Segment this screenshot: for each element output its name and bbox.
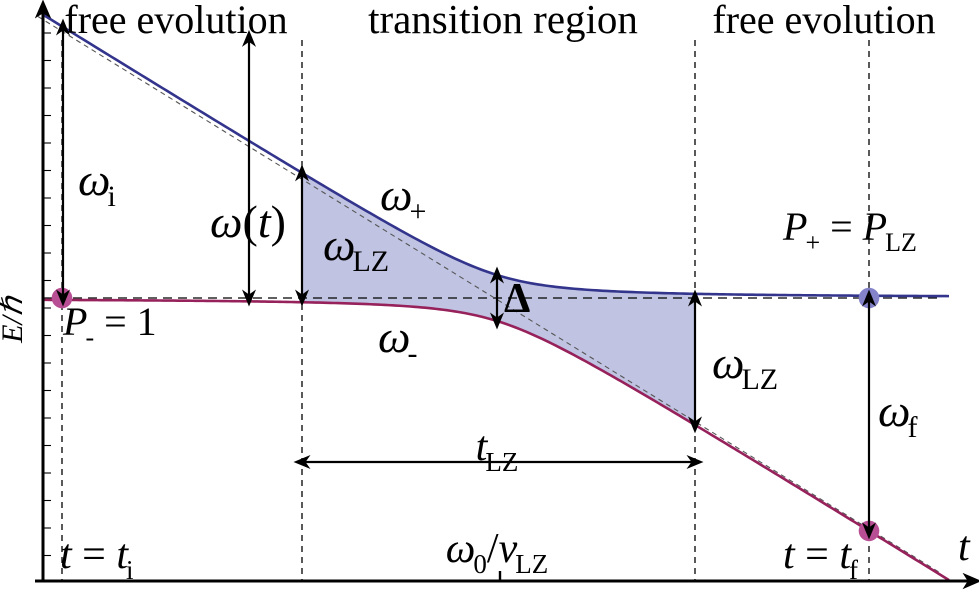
svg-text:Δ: Δ bbox=[504, 276, 530, 322]
svg-text:ω(t): ω(t) bbox=[210, 196, 286, 247]
svg-text:t = ti: t = ti bbox=[60, 532, 134, 585]
svg-text:ωi: ωi bbox=[78, 154, 116, 213]
svg-text:E/ℏ: E/ℏ bbox=[0, 295, 29, 344]
svg-text:t: t bbox=[958, 524, 971, 570]
svg-text:t = tf: t = tf bbox=[783, 532, 858, 585]
svg-text:free evolution: free evolution bbox=[712, 0, 935, 42]
svg-text:free evolution: free evolution bbox=[64, 0, 287, 42]
svg-text:transition region: transition region bbox=[368, 0, 638, 42]
